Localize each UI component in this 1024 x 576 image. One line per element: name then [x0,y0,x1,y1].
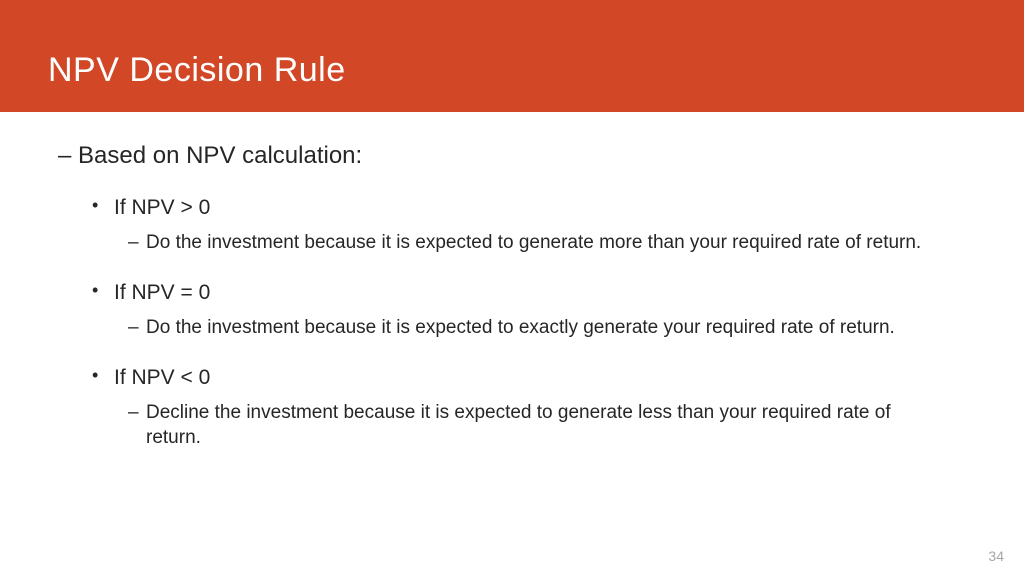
header-bar: NPV Decision Rule [0,0,1024,112]
content-area: Based on NPV calculation: If NPV > 0 Do … [0,112,1024,451]
rule-detail: Do the investment because it is expected… [114,315,966,341]
rule-block: If NPV < 0 Decline the investment becaus… [114,362,966,451]
rule-heading: If NPV = 0 [114,277,966,309]
rule-block: If NPV > 0 Do the investment because it … [114,192,966,255]
rule-block: If NPV = 0 Do the investment because it … [114,277,966,340]
intro-line: Based on NPV calculation: [58,142,966,170]
rule-detail: Decline the investment because it is exp… [114,400,966,451]
rules-list: If NPV > 0 Do the investment because it … [58,192,966,451]
page-number: 34 [988,548,1004,564]
rule-heading: If NPV < 0 [114,362,966,394]
rule-detail: Do the investment because it is expected… [114,230,966,256]
slide-title: NPV Decision Rule [48,51,346,90]
rule-heading: If NPV > 0 [114,192,966,224]
